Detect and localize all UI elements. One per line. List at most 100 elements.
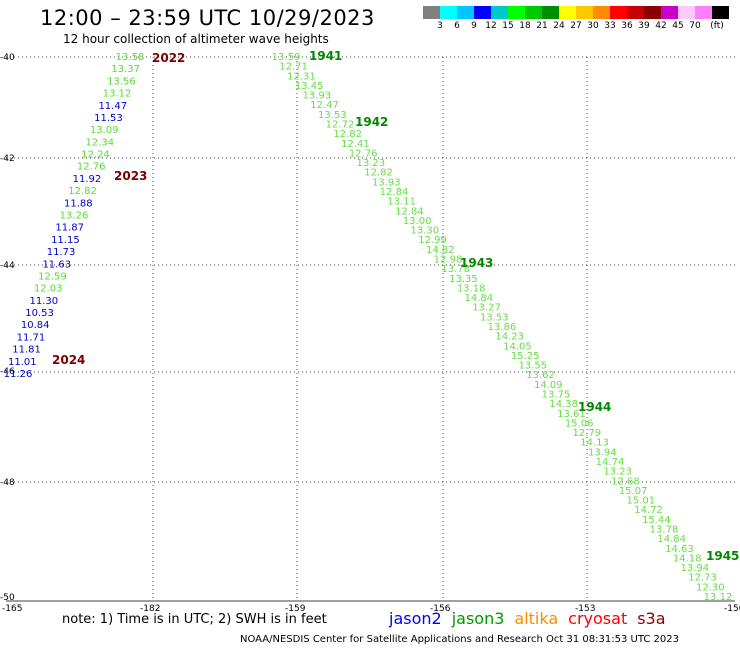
wave-height-point: 13.93: [372, 177, 401, 188]
wave-height-point: 12.84: [395, 206, 424, 217]
wave-height-point: 12.76: [349, 148, 378, 159]
wave-height-point: 11.01: [8, 357, 37, 368]
y-tick-label: -50: [0, 593, 15, 603]
wave-height-point: 14.38: [549, 399, 578, 410]
wave-height-point: 13.45: [295, 81, 324, 92]
legend-swatch: [610, 6, 627, 19]
satellite-altika: altika: [514, 609, 559, 628]
wave-height-point: 14.09: [534, 380, 563, 391]
legend-swatch: [559, 6, 576, 19]
wave-height-point: 13.18: [457, 283, 486, 294]
wave-height-point: 13.26: [60, 211, 89, 222]
wave-height-point: 12.73: [688, 573, 717, 584]
wave-height-point: 13.53: [480, 312, 509, 323]
wave-height-point: 11.71: [17, 332, 46, 343]
wave-height-point: 15.06: [565, 418, 594, 429]
legend-swatch: [542, 6, 559, 19]
time-label: 1942: [355, 115, 388, 129]
legend-label: 24: [553, 21, 565, 31]
wave-height-point: 12.31: [287, 71, 316, 82]
wave-height-point: 13.94: [588, 447, 617, 458]
wave-height-point: 13.61: [557, 409, 586, 420]
legend-label: 18: [519, 21, 531, 31]
legend-swatch: [491, 6, 508, 19]
wave-height-point: 11.15: [51, 235, 80, 246]
credit-line: NOAA/NESDIS Center for Satellite Applica…: [240, 634, 679, 645]
wave-height-point: 11.26: [4, 369, 33, 380]
x-tick-label: -182: [140, 604, 160, 614]
wave-height-point: 13.93: [303, 91, 332, 102]
legend-swatch: [593, 6, 610, 19]
wave-height-point: 12.82: [333, 129, 362, 140]
wave-height-point: 14.82: [426, 245, 455, 256]
legend-swatch: [712, 6, 729, 19]
legend-label: 27: [570, 21, 582, 31]
y-tick-label: -44: [0, 261, 15, 271]
wave-height-point: 10.53: [25, 308, 54, 319]
time-label: 2023: [114, 169, 147, 183]
legend-label: 30: [587, 21, 599, 31]
wave-height-point: 10.84: [21, 320, 50, 331]
legend-swatch: [508, 6, 525, 19]
wave-height-point: 13.35: [449, 274, 478, 285]
x-tick-label: -153: [575, 604, 595, 614]
legend-label: 12: [485, 21, 497, 31]
wave-height-point: 15.01: [627, 496, 656, 507]
wave-height-point: 14.74: [596, 457, 625, 468]
wave-height-point: 14.18: [673, 553, 702, 564]
wave-height-point: 12.82: [68, 186, 97, 197]
wave-height-point: 11.87: [55, 223, 84, 234]
legend-label: 6: [454, 21, 460, 31]
wave-height-point: 11.47: [98, 101, 127, 112]
wave-height-point: 13.59: [272, 52, 301, 63]
wave-height-point: 14.84: [465, 293, 494, 304]
y-tick-label: -48: [0, 478, 15, 488]
x-tick-label: -156: [430, 604, 451, 614]
legend-label: 42: [655, 21, 667, 31]
map-subtitle: 12 hour collection of altimeter wave hei…: [63, 32, 329, 46]
wave-height-point: 14.63: [665, 544, 694, 555]
legend-swatch: [695, 6, 712, 19]
wave-height-point: 13.27: [472, 303, 501, 314]
wave-height-point: 12.79: [573, 428, 602, 439]
legend-swatch: [678, 6, 695, 19]
wave-height-point: 12.68: [611, 476, 640, 487]
wave-height-point: 15.25: [511, 351, 540, 362]
wave-height-point: 13.12: [103, 89, 132, 100]
wave-height-point: 12.76: [77, 162, 106, 173]
legend-unit: (ft): [710, 21, 724, 31]
legend-label: 70: [689, 21, 701, 31]
wave-height-point: 11.63: [42, 259, 71, 270]
wave-height-point: 15.07: [619, 486, 648, 497]
legend-label: 45: [672, 21, 684, 31]
wave-height-point: 13.78: [441, 264, 470, 275]
legend-swatch: [423, 6, 440, 19]
x-tick-label: -159: [285, 604, 306, 614]
y-tick-label: -42: [0, 154, 15, 164]
wave-height-point: 12.24: [81, 150, 110, 161]
wave-height-point: 13.23: [603, 467, 632, 478]
legend-swatch: [474, 6, 491, 19]
legend-label: 15: [502, 21, 514, 31]
wave-height-point: 12.84: [380, 187, 409, 198]
legend-swatch: [661, 6, 678, 19]
y-tick-label: -46: [0, 367, 15, 377]
wave-height-point: 13.09: [90, 125, 119, 136]
legend-swatch: [525, 6, 542, 19]
wave-height-point: 13.62: [526, 370, 555, 381]
wave-height-point: 14.72: [634, 505, 663, 516]
wave-height-point: 12.71: [279, 62, 308, 73]
wave-height-point: 11.53: [94, 113, 123, 124]
time-label: 2022: [152, 51, 185, 65]
wave-height-point: 14.23: [495, 332, 524, 343]
wave-height-point: 15.44: [642, 515, 671, 526]
wave-height-point: 13.53: [318, 110, 347, 121]
wave-height-point: 13.86: [488, 322, 517, 333]
legend-label: 39: [638, 21, 650, 31]
wave-height-point: 12.47: [310, 100, 339, 111]
legend-label: 21: [536, 21, 548, 31]
wave-height-point: 13.75: [542, 390, 571, 401]
legend-label: 9: [471, 21, 477, 31]
wave-height-point: 14.84: [657, 534, 686, 545]
